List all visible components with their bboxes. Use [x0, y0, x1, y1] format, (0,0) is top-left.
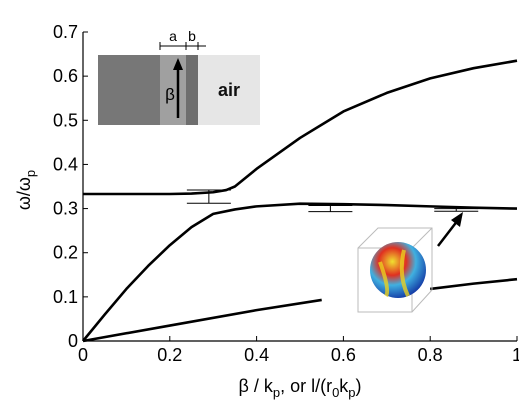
label-b: b [188, 28, 196, 44]
x-label-part: k [339, 376, 349, 396]
y-tick-label: 0.1 [53, 287, 78, 307]
pointer-arrow [437, 219, 459, 247]
x-tick-label: 0 [78, 345, 88, 365]
schematic-inset: a b β air [98, 28, 260, 125]
x-label-part: 0 [332, 385, 339, 400]
label-air: air [218, 80, 240, 100]
metal-region [98, 55, 160, 125]
layer-a [160, 55, 186, 125]
y-label-main: ω/ω [14, 177, 34, 210]
line-series [81, 202, 518, 342]
arrow-head [173, 58, 183, 70]
y-tick-label: 0.2 [53, 243, 78, 263]
x-tick-label: 1 [512, 345, 519, 365]
y-axis-label: ω/ωp [14, 170, 38, 210]
y-tick-label: 0 [68, 331, 78, 351]
x-label-part: ) [356, 376, 362, 396]
line-series [83, 59, 518, 196]
x-label-part: , or l/(r [280, 376, 332, 396]
sphere [370, 242, 426, 298]
pointer-head [451, 212, 463, 227]
x-tick-label: 0.2 [157, 345, 182, 365]
y-tick-label: 0.6 [53, 66, 78, 86]
label-a: a [169, 28, 177, 44]
sphere-inset [357, 212, 463, 313]
dimension-brackets [159, 42, 206, 50]
y-tick-label: 0.5 [53, 110, 78, 130]
y-tick-label: 0.7 [53, 22, 78, 42]
x-tick-label: 0.8 [418, 345, 443, 365]
y-label-sub: p [23, 170, 38, 177]
sphere-pattern [378, 249, 410, 298]
air-region [198, 55, 260, 125]
x-label-part: p [273, 385, 280, 400]
x-tick-label: 0.4 [244, 345, 269, 365]
x-label-part: β / k [238, 376, 273, 396]
x-axis-label: β / kp, or l/(r0kp) [238, 376, 361, 400]
x-tick-label: 0.6 [331, 345, 356, 365]
y-tick-label: 0.3 [53, 199, 78, 219]
x-label-part: p [348, 385, 355, 400]
layer-b [186, 55, 198, 125]
line-series [82, 277, 518, 343]
label-beta: β [165, 85, 175, 104]
y-tick-label: 0.4 [53, 154, 78, 174]
